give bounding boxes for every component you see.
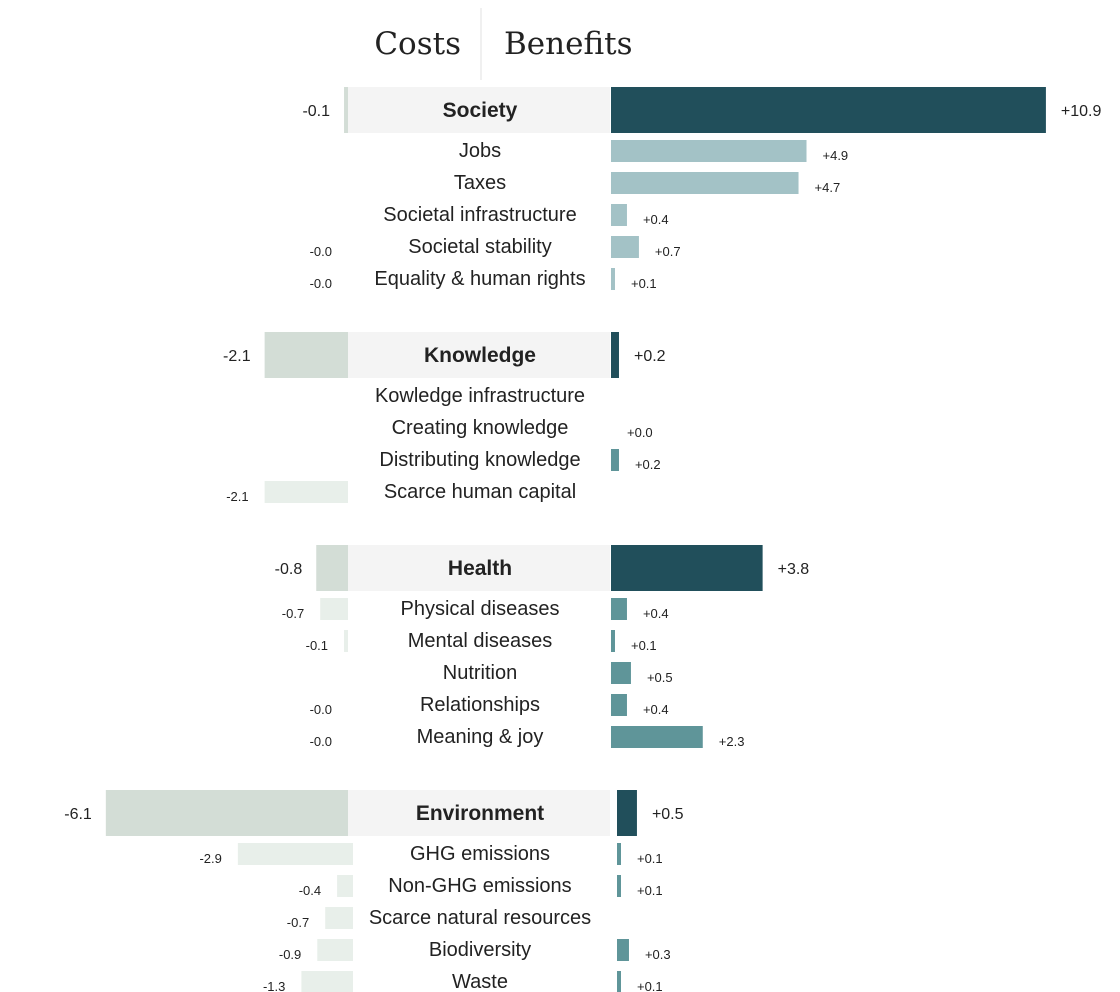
cost-bar-item [320,598,348,620]
benefit-value-label: +0.7 [655,244,681,259]
benefit-value-label: +0.2 [635,457,661,472]
group-label: Knowledge [424,344,536,367]
item-label: Scarce natural resources [369,907,591,929]
cost-value-label: -0.9 [279,947,301,962]
item-label: Jobs [459,140,501,162]
cost-bar-group [344,87,348,133]
group-label: Society [443,99,518,122]
cost-bar-item [264,481,348,503]
cost-value-label: -0.7 [287,915,309,930]
benefit-value-label: +0.1 [631,638,657,653]
benefits-header: Benefits [504,26,632,62]
cost-value-label: -0.8 [275,561,303,578]
group-label-bg [348,545,610,591]
item-label: Scarce human capital [384,481,576,503]
benefit-bar-group [611,332,619,378]
benefit-value-label: +2.3 [719,734,745,749]
cost-value-label: -2.1 [223,348,251,365]
benefit-value-label: +0.1 [637,883,663,898]
group-label: Environment [416,802,544,825]
item-label: Biodiversity [429,939,531,961]
benefit-value-label: +0.4 [643,606,669,621]
benefit-bar-item [617,939,629,961]
benefit-value-label: +4.7 [815,180,841,195]
cost-bar-item [317,939,353,961]
benefit-value-label: +10.9 [1061,103,1102,120]
item-label: Relationships [420,694,540,716]
item-label: Meaning & joy [417,726,544,748]
cost-value-label: -0.0 [310,244,332,259]
cost-value-label: -0.1 [302,103,330,120]
benefit-value-label: +4.9 [823,148,849,163]
cost-value-label: -6.1 [64,806,92,823]
item-label: Societal infrastructure [383,204,576,226]
benefit-bar-item [617,971,621,992]
cost-value-label: -0.0 [310,702,332,717]
cost-value-label: -0.0 [310,276,332,291]
benefit-value-label: +0.4 [643,212,669,227]
cost-bar-group [264,332,348,378]
item-label: Kowledge infrastructure [375,385,585,407]
item-label: GHG emissions [410,843,550,865]
item-label: Nutrition [443,662,517,684]
benefit-bar-item [611,449,619,471]
benefit-bar-item [611,268,615,290]
item-label: Mental diseases [408,630,553,652]
benefit-value-label: +0.1 [637,979,663,992]
benefit-bar-item [611,598,627,620]
cost-bar-group [105,790,348,836]
benefit-bar-group [617,790,637,836]
item-label: Non-GHG emissions [388,875,571,897]
item-label: Equality & human rights [374,268,585,290]
item-label: Taxes [454,172,506,194]
group-label-bg [348,790,610,836]
benefit-bar-item [611,172,799,194]
item-label: Physical diseases [401,598,560,620]
benefit-value-label: +0.0 [627,425,653,440]
costs-header: Costs [374,26,461,62]
benefit-value-label: +0.4 [643,702,669,717]
benefit-value-label: +0.2 [634,348,666,365]
benefit-bar-item [611,662,631,684]
benefit-bar-item [617,843,621,865]
cost-value-label: -0.4 [299,883,321,898]
benefit-bar-item [611,694,627,716]
benefit-value-label: +3.8 [778,561,810,578]
item-label: Creating knowledge [392,417,569,439]
benefit-value-label: +0.1 [631,276,657,291]
cost-value-label: -2.1 [226,489,248,504]
cost-bar-item [301,971,353,992]
cost-value-label: -0.1 [306,638,328,653]
cost-value-label: -0.7 [282,606,304,621]
benefit-bar-item [611,726,703,748]
benefit-bar-item [611,236,639,258]
cost-bar-group [316,545,348,591]
benefit-bar-item [611,140,807,162]
cost-value-label: -1.3 [263,979,285,992]
benefit-value-label: +0.3 [645,947,671,962]
benefit-bar-item [611,204,627,226]
cost-bar-item [337,875,353,897]
cost-bar-item [325,907,353,929]
benefit-bar-item [611,630,615,652]
benefit-bar-group [611,87,1046,133]
item-label: Distributing knowledge [379,449,580,471]
cost-value-label: -2.9 [199,851,221,866]
benefit-value-label: +0.5 [652,806,684,823]
group-label-bg [348,332,610,378]
benefit-bar-item [617,875,621,897]
chart-rows: -0.1 +10.9 Society +4.9 Jobs +4.7 Taxes +0.4 Soc… [64,87,1101,992]
benefit-bar-group [611,545,763,591]
group-label-bg [348,87,610,133]
cost-value-label: -0.0 [310,734,332,749]
item-label: Waste [452,971,508,992]
benefit-value-label: +0.5 [647,670,673,685]
cost-bar-item [344,630,348,652]
item-label: Societal stability [408,236,551,258]
cost-bar-item [237,843,353,865]
group-label: Health [448,557,512,580]
benefit-value-label: +0.1 [637,851,663,866]
